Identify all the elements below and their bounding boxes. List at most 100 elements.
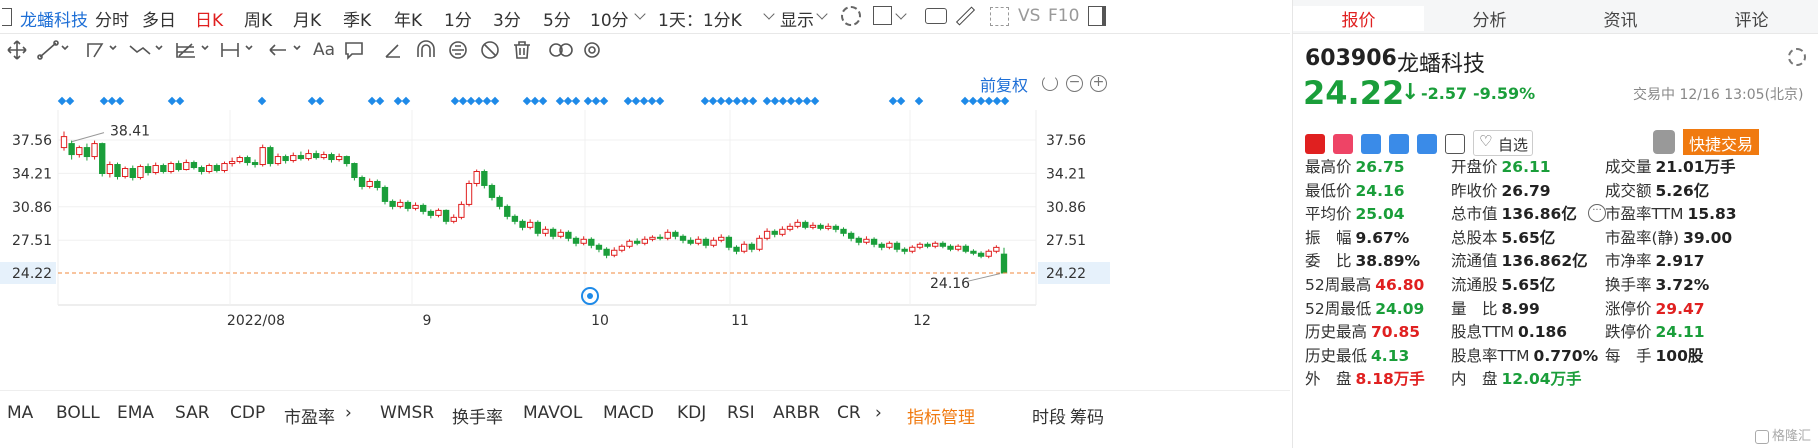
event-marker[interactable] [708, 96, 718, 106]
event-marker[interactable] [770, 96, 780, 106]
candle-body[interactable] [924, 243, 931, 247]
event-marker[interactable] [724, 96, 734, 106]
magnet-icon[interactable] [417, 40, 435, 57]
china-flag-icon[interactable] [1305, 134, 1325, 154]
move-icon[interactable] [7, 40, 27, 60]
event-marker[interactable] [778, 96, 788, 106]
event-marker[interactable] [583, 96, 593, 106]
event-marker[interactable] [968, 96, 978, 106]
indicator-turnover[interactable]: 换手率 [452, 408, 503, 428]
candle-body[interactable] [603, 248, 610, 256]
candle-body[interactable] [366, 180, 373, 187]
candle-body[interactable] [121, 168, 129, 177]
watchlist-button[interactable]: ♡ 自选 [1473, 130, 1533, 156]
candle-body[interactable] [60, 136, 68, 149]
event-marker[interactable] [732, 96, 742, 106]
period-tab-daily[interactable]: 日K [195, 11, 224, 31]
event-marker[interactable] [555, 96, 565, 106]
period-tab-yearly[interactable]: 年K [394, 11, 423, 31]
candle-body[interactable] [557, 231, 564, 237]
candle-body[interactable] [290, 155, 297, 162]
line-tool-icon[interactable] [37, 40, 69, 60]
candle-body[interactable] [840, 228, 847, 234]
indicator-macd[interactable]: MACD [603, 403, 654, 423]
event-marker[interactable] [490, 96, 500, 106]
event-marker[interactable] [175, 96, 185, 106]
candle-body[interactable] [91, 143, 98, 158]
fullscreen-icon[interactable] [990, 7, 1009, 26]
candle-body[interactable] [473, 171, 480, 184]
candle-body[interactable] [381, 186, 389, 202]
chevron-down-icon[interactable] [763, 8, 775, 20]
candle-body[interactable] [167, 163, 175, 173]
chevron-down-icon[interactable] [895, 8, 907, 20]
sync-icon[interactable] [449, 41, 467, 59]
range-tool-icon[interactable] [221, 43, 253, 57]
event-marker[interactable] [450, 96, 460, 106]
candle-body[interactable] [794, 221, 801, 227]
candle-body[interactable] [259, 147, 266, 166]
candle-body[interactable] [244, 157, 251, 164]
chevron-right-icon[interactable]: › [875, 403, 882, 423]
candle-body[interactable] [993, 246, 1000, 252]
candle-body[interactable] [504, 205, 511, 217]
candle-body[interactable] [282, 156, 289, 162]
candle-body[interactable] [847, 232, 855, 239]
note-icon[interactable] [1445, 134, 1465, 154]
period-tab-weekly[interactable]: 周K [244, 11, 273, 31]
event-marker[interactable] [307, 96, 317, 106]
candle-body[interactable] [595, 244, 603, 250]
kline-svg[interactable]: 37.56 37.56 34.21 34.21 30.86 30.86 27.51 27.51… [0, 80, 1110, 380]
event-marker[interactable] [599, 96, 609, 106]
display-menu[interactable]: 显示 [780, 11, 814, 31]
candle-body[interactable] [404, 201, 412, 209]
dollar-icon[interactable] [1389, 134, 1409, 154]
event-marker[interactable] [466, 96, 476, 106]
event-marker[interactable] [623, 96, 633, 106]
event-marker[interactable] [810, 96, 820, 106]
event-marker[interactable] [257, 96, 267, 106]
event-marker[interactable] [631, 96, 641, 106]
shuffle-icon[interactable] [1361, 134, 1381, 154]
chevron-down-icon[interactable] [816, 8, 828, 20]
candle-body[interactable] [465, 182, 473, 205]
indicator-wmsr[interactable]: WMSR [380, 403, 435, 423]
candle-body[interactable] [213, 165, 221, 172]
candle-body[interactable] [893, 242, 901, 250]
reset-icon[interactable] [1042, 75, 1058, 91]
event-marker[interactable] [984, 96, 994, 106]
candle-body[interactable] [909, 246, 916, 252]
candle-body[interactable] [549, 228, 557, 237]
candle-body[interactable] [970, 250, 977, 254]
candle-body[interactable] [878, 243, 885, 248]
camera-icon[interactable] [925, 8, 947, 24]
indicator-mavol[interactable]: MAVOL [523, 403, 583, 423]
candle-body[interactable] [397, 201, 404, 207]
event-marker[interactable] [522, 96, 532, 106]
quick-trade-button[interactable]: 快捷交易 [1683, 129, 1760, 155]
candle-body[interactable] [129, 168, 136, 178]
indicator-ma[interactable]: MA [7, 403, 34, 423]
candle-body[interactable] [580, 238, 587, 244]
candle-body[interactable] [144, 166, 152, 174]
candle-body[interactable] [702, 238, 710, 246]
event-marker[interactable] [639, 96, 649, 106]
candle-body[interactable] [718, 236, 725, 241]
event-marker[interactable] [762, 96, 772, 106]
candle-body[interactable] [740, 243, 748, 252]
event-marker[interactable] [458, 96, 468, 106]
candle-body[interactable] [76, 147, 83, 156]
candle-body[interactable] [901, 248, 908, 252]
indicator-rsi[interactable]: RSI [727, 403, 755, 423]
candle-body[interactable] [1000, 253, 1008, 274]
event-marker[interactable] [375, 96, 385, 106]
candle-body[interactable] [954, 245, 962, 250]
candle-body[interactable] [106, 164, 114, 174]
candle-body[interactable] [137, 166, 144, 178]
candle-body[interactable] [183, 162, 190, 171]
event-marker[interactable] [655, 96, 665, 106]
delete-icon[interactable] [514, 41, 530, 59]
candle-body[interactable] [519, 220, 526, 228]
indicator-kdj[interactable]: KDJ [677, 403, 707, 423]
event-marker[interactable] [57, 96, 67, 106]
